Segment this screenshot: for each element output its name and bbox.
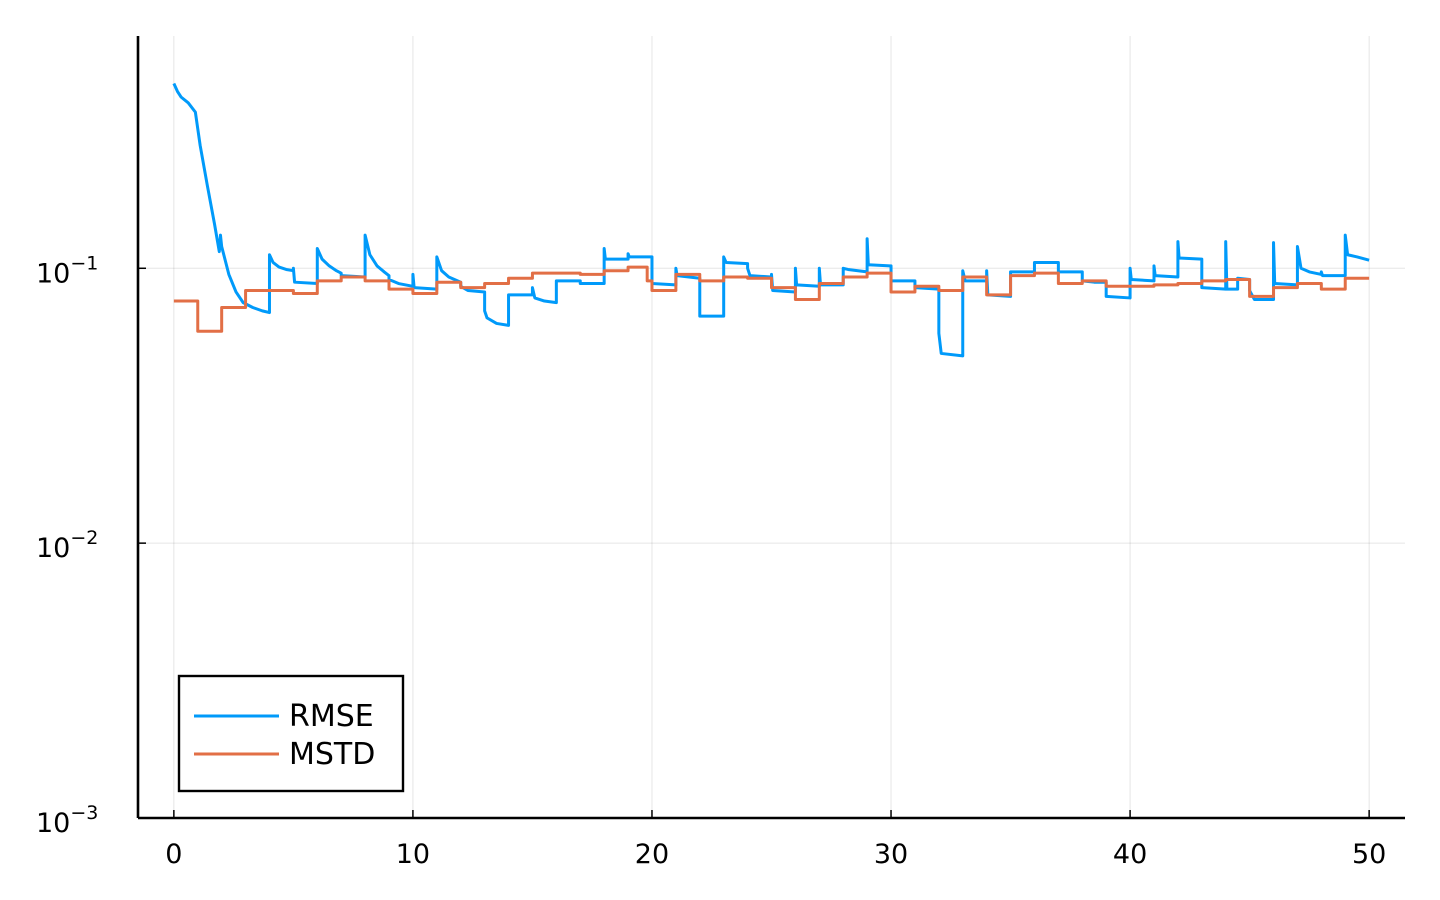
axes	[136, 36, 1405, 820]
y-tick-label: 10−2	[36, 527, 98, 564]
x-tick-label: 10	[396, 839, 430, 870]
series-line-rmse	[172, 82, 1370, 358]
x-tick-label: 40	[1113, 839, 1147, 870]
x-tick-label: 20	[635, 839, 669, 870]
x-tick-label: 50	[1352, 839, 1386, 870]
y-tick-label: 10−1	[36, 252, 98, 289]
legend-label-mstd: MSTD	[289, 737, 375, 772]
y-tick-label: 10−3	[36, 802, 98, 839]
series-layer	[172, 82, 1370, 358]
x-axis-ticks: 0 10 20 30 40 50	[165, 810, 1386, 870]
x-tick-label: 0	[165, 839, 182, 870]
x-tick-label: 30	[874, 839, 908, 870]
y-axis-ticks: 10−3 10−2 10−1	[36, 252, 146, 839]
series-line-mstd	[173, 265, 1370, 333]
legend-label-rmse: RMSE	[289, 699, 374, 734]
legend-box	[177, 674, 405, 793]
